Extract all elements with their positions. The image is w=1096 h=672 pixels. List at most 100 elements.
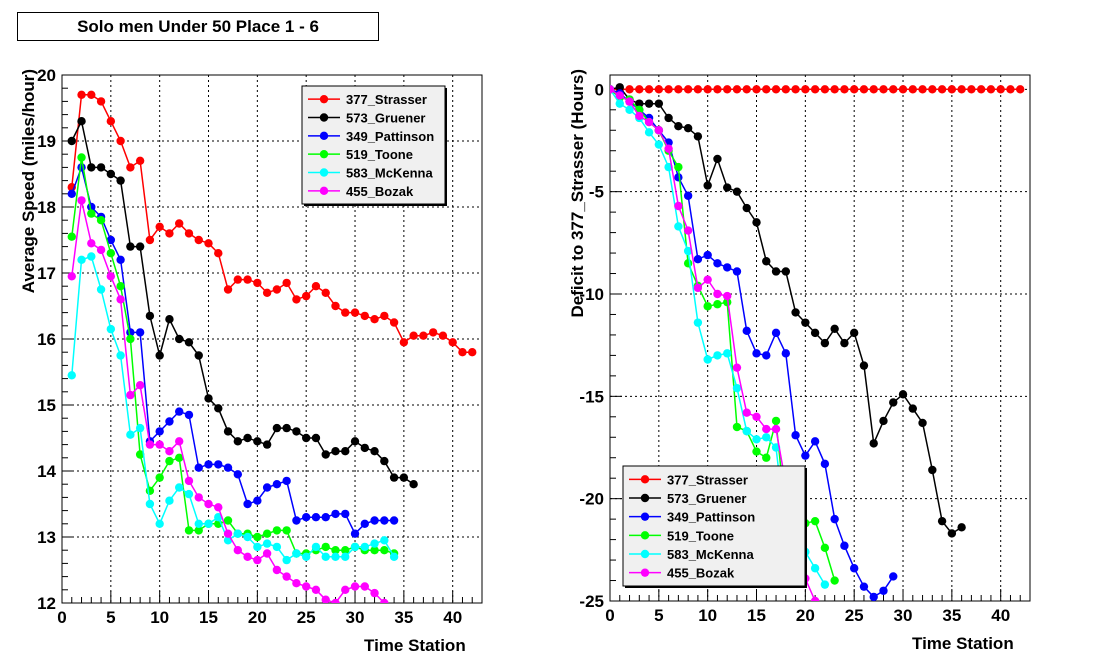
data-point-519_Toone: [321, 542, 330, 552]
data-point-349_Pattinson: [732, 267, 742, 276]
y-tick-label: 19: [37, 132, 56, 151]
legend-marker: [319, 149, 329, 159]
left-panel-speed: 0 5 10 15 20 25 30 35 40 12 13 14 15 16 17 18 19 20 Time S…: [19, 66, 483, 655]
data-point-583_McKenna: [350, 542, 360, 552]
data-point-349_Pattinson: [674, 173, 683, 182]
data-point-455_Bozak: [683, 226, 693, 235]
data-point-583_McKenna: [674, 222, 683, 231]
data-point-349_Pattinson: [165, 417, 174, 426]
data-point-573_Gruener: [762, 257, 771, 266]
data-point-573_Gruener: [175, 334, 184, 344]
legend-marker: [640, 549, 650, 559]
y-tick-label: 17: [37, 264, 56, 283]
data-point-573_Gruener: [703, 181, 712, 190]
data-point-573_Gruener: [223, 427, 233, 436]
data-point-377_Strasser: [223, 285, 233, 294]
data-point-349_Pattinson: [155, 427, 164, 436]
data-point-349_Pattinson: [879, 586, 888, 595]
data-point-377_Strasser: [380, 311, 389, 321]
data-point-377_Strasser: [135, 156, 145, 165]
data-point-573_Gruener: [321, 450, 330, 459]
data-point-455_Bozak: [615, 91, 624, 100]
x-tick-label: 35: [394, 608, 413, 627]
data-point-573_Gruener: [674, 121, 683, 131]
data-point-377_Strasser: [272, 285, 282, 294]
data-point-455_Bozak: [204, 499, 213, 509]
data-point-573_Gruener: [830, 324, 839, 333]
data-point-377_Strasser: [204, 239, 213, 248]
data-point-377_Strasser: [292, 295, 301, 304]
data-point-583_McKenna: [106, 324, 116, 334]
data-point-455_Bozak: [703, 275, 712, 284]
data-point-377_Strasser: [341, 308, 350, 317]
data-point-573_Gruener: [635, 99, 644, 108]
data-point-377_Strasser: [370, 315, 379, 324]
data-point-377_Strasser: [409, 331, 418, 340]
data-point-583_McKenna: [262, 539, 272, 548]
data-point-377_Strasser: [840, 85, 849, 94]
data-point-583_McKenna: [703, 355, 712, 364]
data-point-573_Gruener: [165, 315, 174, 324]
data-point-573_Gruener: [262, 440, 272, 449]
data-point-349_Pattinson: [713, 259, 722, 268]
data-point-573_Gruener: [849, 328, 859, 338]
data-point-583_McKenna: [116, 351, 125, 360]
data-point-455_Bozak: [272, 565, 282, 575]
data-point-349_Pattinson: [194, 463, 203, 472]
x-tick-label: 15: [747, 606, 766, 625]
data-point-377_Strasser: [732, 85, 742, 94]
legend-label: 519_Toone: [346, 147, 413, 162]
legend-marker: [640, 493, 650, 503]
data-point-377_Strasser: [77, 90, 86, 100]
data-point-455_Bozak: [380, 598, 389, 603]
data-point-573_Gruener: [723, 183, 732, 192]
data-point-377_Strasser: [654, 85, 664, 94]
data-point-377_Strasser: [820, 85, 830, 94]
data-point-519_Toone: [223, 516, 233, 525]
data-point-573_Gruener: [301, 433, 311, 443]
y-tick-label: 13: [37, 528, 56, 547]
data-point-349_Pattinson: [693, 255, 703, 264]
data-point-455_Bozak: [184, 476, 194, 486]
data-point-377_Strasser: [752, 85, 761, 94]
data-point-349_Pattinson: [801, 451, 810, 460]
y-tick-label: -15: [579, 387, 604, 406]
x-tick-label: 20: [796, 606, 815, 625]
data-point-349_Pattinson: [331, 509, 340, 519]
legend-label: 583_McKenna: [667, 547, 754, 562]
data-point-573_Gruener: [654, 99, 664, 108]
legend-label: 583_McKenna: [346, 166, 433, 181]
data-point-573_Gruener: [947, 529, 957, 538]
data-point-455_Bozak: [644, 117, 654, 127]
data-point-583_McKenna: [126, 430, 135, 439]
data-point-349_Pattinson: [233, 470, 243, 479]
data-point-377_Strasser: [96, 97, 106, 106]
data-point-519_Toone: [370, 546, 379, 555]
x-tick-label: 30: [346, 608, 365, 627]
series-group: [610, 83, 1025, 601]
data-point-455_Bozak: [194, 493, 203, 502]
data-point-377_Strasser: [1006, 85, 1015, 94]
data-point-377_Strasser: [791, 85, 800, 94]
data-point-455_Bozak: [175, 437, 184, 446]
y-tick-label: 0: [595, 80, 604, 99]
data-point-583_McKenna: [762, 433, 771, 442]
data-point-349_Pattinson: [321, 513, 330, 522]
legend-box: [301, 85, 446, 205]
data-point-455_Bozak: [165, 447, 174, 456]
data-point-455_Bozak: [610, 85, 615, 94]
data-point-349_Pattinson: [683, 191, 693, 200]
data-point-583_McKenna: [292, 549, 301, 558]
data-point-377_Strasser: [194, 235, 203, 245]
data-point-377_Strasser: [869, 85, 878, 94]
data-point-519_Toone: [272, 526, 282, 535]
data-point-349_Pattinson: [262, 483, 272, 492]
y-tick-label: -20: [579, 490, 604, 509]
data-point-455_Bozak: [145, 440, 155, 449]
data-point-519_Toone: [380, 546, 389, 555]
data-point-377_Strasser: [723, 85, 732, 94]
data-point-519_Toone: [253, 532, 262, 542]
data-point-349_Pattinson: [849, 564, 859, 573]
data-point-377_Strasser: [155, 222, 164, 231]
